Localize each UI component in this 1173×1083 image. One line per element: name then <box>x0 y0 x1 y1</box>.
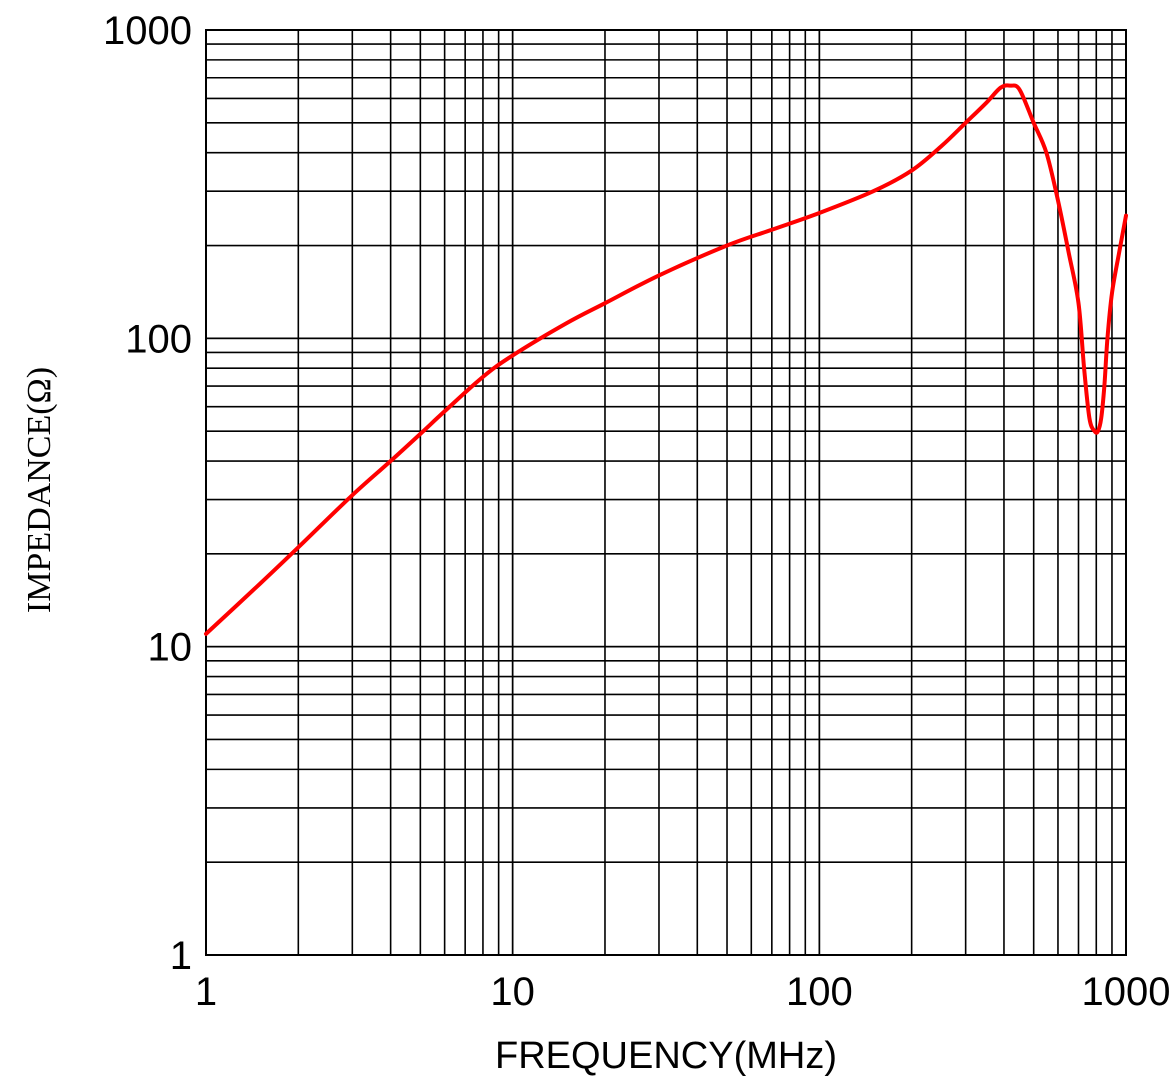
plot-frame <box>205 29 1127 956</box>
y-axis-label: IMPEDANCE(Ω) <box>21 367 58 613</box>
x-axis-label: FREQUENCY(MHz) <box>495 1035 837 1077</box>
x-tick-label: 10 <box>490 970 535 1014</box>
x-tick-label: 100 <box>786 970 853 1014</box>
y-tick-label: 100 <box>125 317 192 361</box>
x-axis-ticks: 1 10 100 1000 <box>195 970 1171 1014</box>
y-tick-label: 10 <box>148 626 193 670</box>
x-tick-label: 1 <box>195 970 217 1014</box>
y-tick-label: 1000 <box>103 9 192 53</box>
grid-lines <box>205 29 1127 956</box>
y-axis-ticks: 1 10 100 1000 <box>103 9 192 978</box>
y-tick-label: 1 <box>170 934 192 978</box>
x-tick-label: 1000 <box>1082 970 1171 1014</box>
impedance-curve <box>204 83 1128 636</box>
series-layer <box>204 83 1128 636</box>
